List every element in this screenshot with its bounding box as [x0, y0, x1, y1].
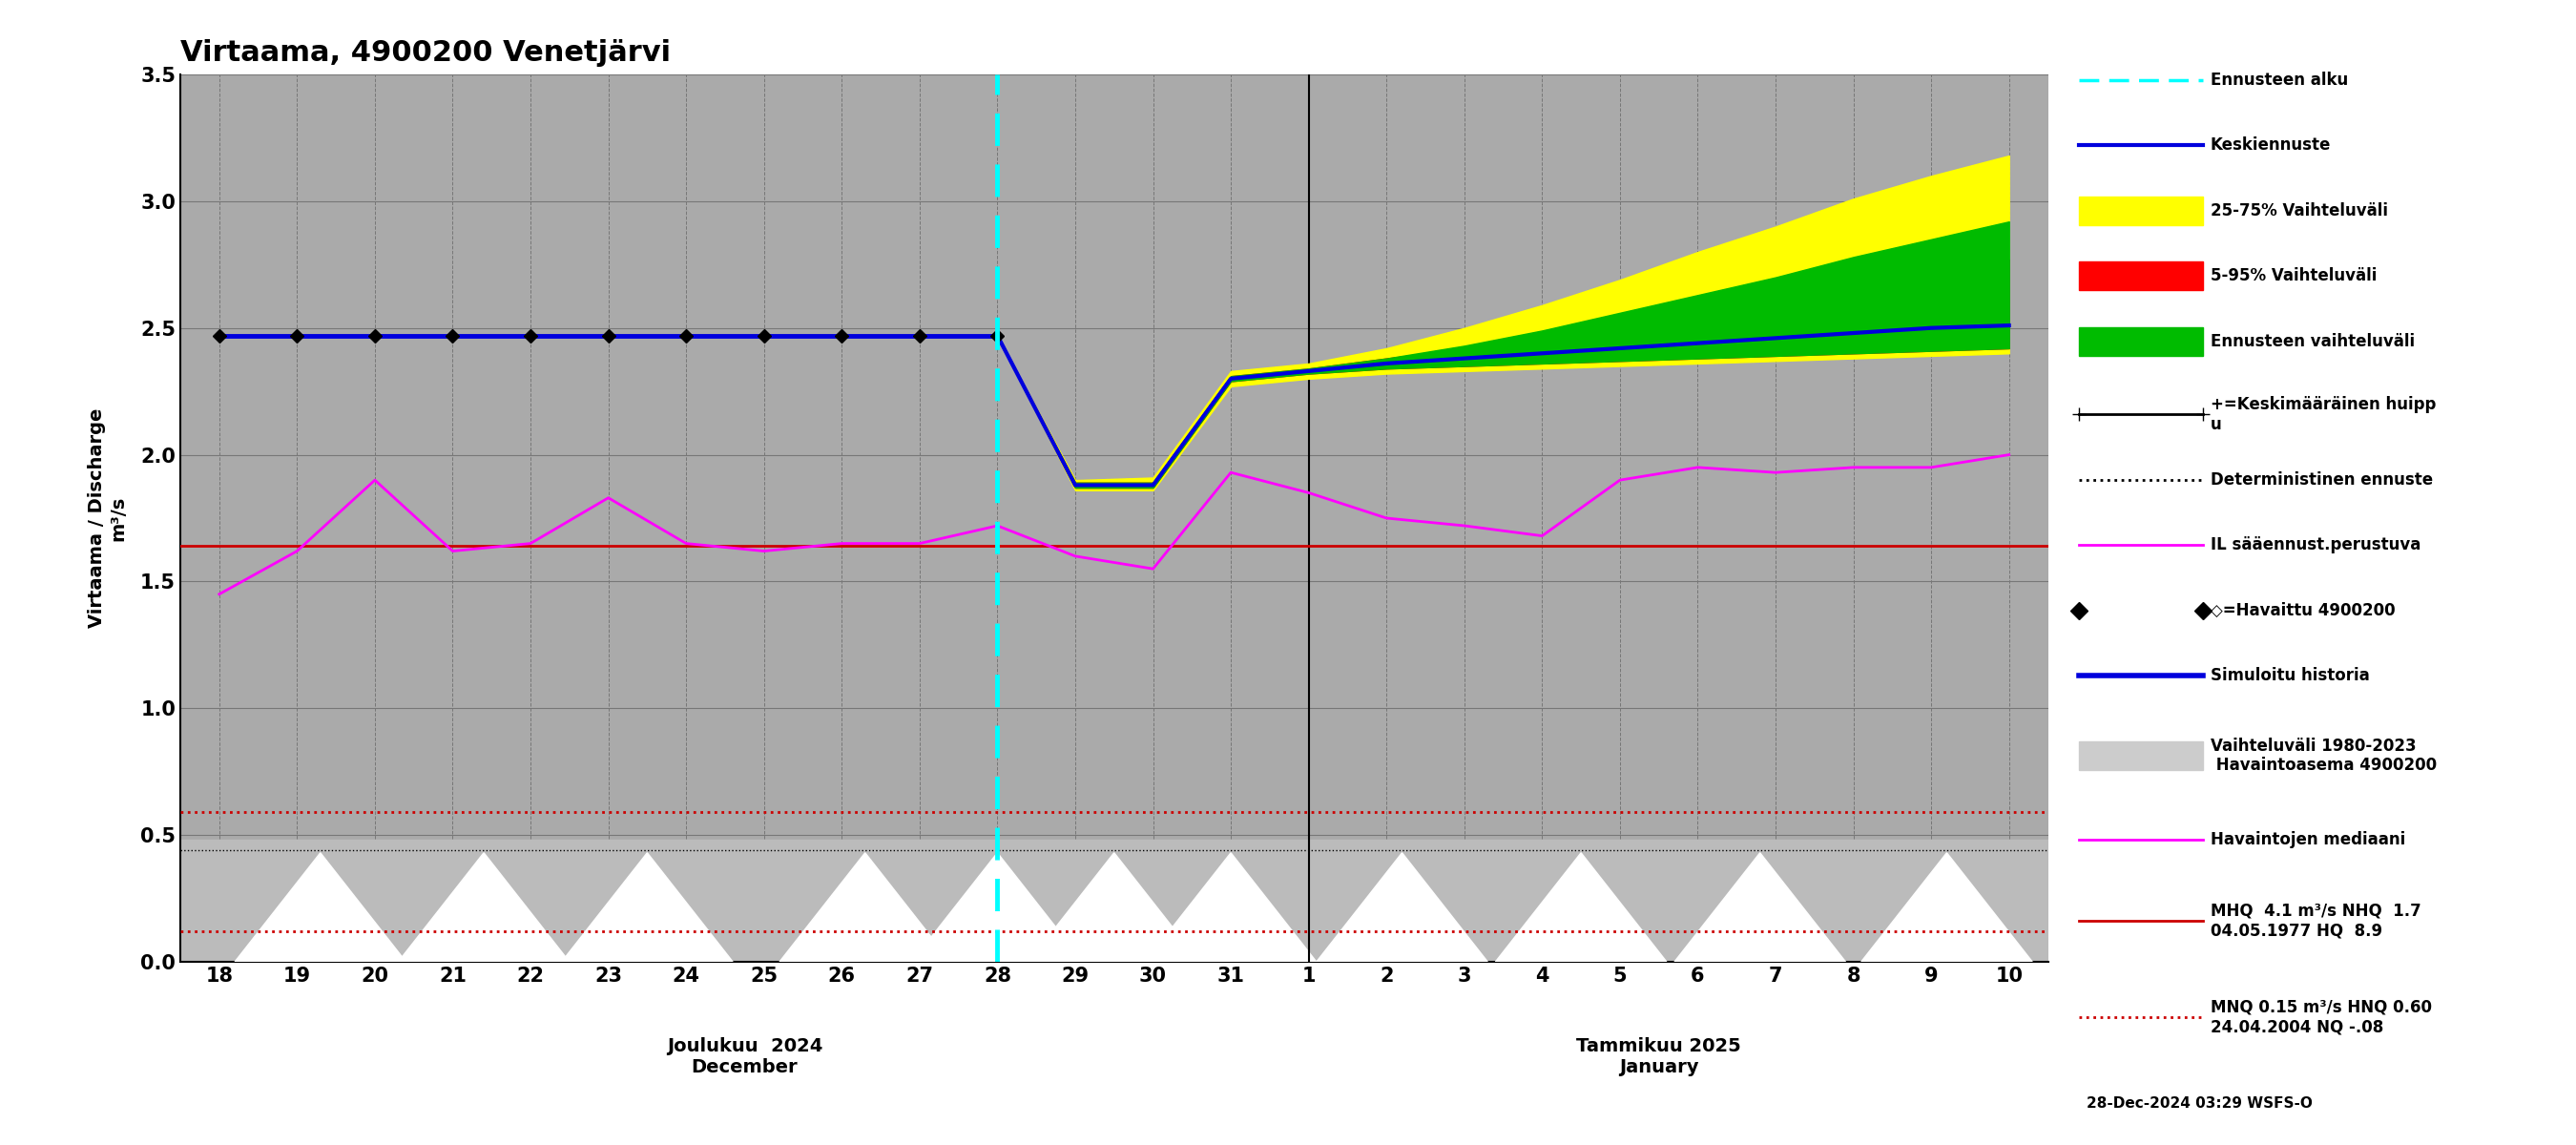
Text: 28-Dec-2024 03:29 WSFS-O: 28-Dec-2024 03:29 WSFS-O [2087, 1097, 2313, 1111]
Text: Keskiennuste: Keskiennuste [2210, 137, 2331, 155]
Text: Simuloitu historia: Simuloitu historia [2210, 666, 2370, 685]
Text: ◇=Havaittu 4900200: ◇=Havaittu 4900200 [2210, 602, 2396, 618]
Y-axis label: Virtaama / Discharge
m³/s: Virtaama / Discharge m³/s [88, 409, 126, 627]
Polygon shape [1146, 853, 1316, 962]
Text: Havaintojen mediaani: Havaintojen mediaani [2210, 831, 2406, 847]
Polygon shape [912, 853, 1082, 962]
Text: 5-95% Vaihteluväli: 5-95% Vaihteluväli [2210, 268, 2378, 284]
Text: Deterministinen ennuste: Deterministinen ennuste [2210, 472, 2432, 488]
Polygon shape [399, 853, 569, 962]
Polygon shape [1860, 853, 2032, 962]
Text: +=Keskimääräinen huipp
u: +=Keskimääräinen huipp u [2210, 396, 2437, 433]
Polygon shape [234, 853, 407, 962]
Text: 25-75% Vaihteluväli: 25-75% Vaihteluväli [2210, 202, 2388, 220]
Text: Tammikuu 2025
January: Tammikuu 2025 January [1577, 1037, 1741, 1076]
Text: Ennusteen alku: Ennusteen alku [2210, 71, 2347, 88]
Text: Virtaama, 4900200 Venetjärvi: Virtaama, 4900200 Venetjärvi [180, 39, 670, 66]
Bar [180, 840, 2048, 962]
Polygon shape [781, 853, 951, 962]
Polygon shape [1674, 853, 1844, 962]
Polygon shape [1316, 853, 1489, 962]
Text: Ennusteen vaihteluväli: Ennusteen vaihteluväli [2210, 332, 2414, 350]
Text: Vaihteluväli 1980-2023
 Havaintoasema 4900200: Vaihteluväli 1980-2023 Havaintoasema 490… [2210, 737, 2437, 774]
Text: MHQ  4.1 m³/s NHQ  1.7
04.05.1977 HQ  8.9: MHQ 4.1 m³/s NHQ 1.7 04.05.1977 HQ 8.9 [2210, 902, 2421, 939]
Polygon shape [1028, 853, 1200, 962]
Text: MNQ 0.15 m³/s HNQ 0.60
24.04.2004 NQ -.08: MNQ 0.15 m³/s HNQ 0.60 24.04.2004 NQ -.0… [2210, 998, 2432, 1035]
Polygon shape [1497, 853, 1667, 962]
Polygon shape [562, 853, 732, 962]
Text: Joulukuu  2024
December: Joulukuu 2024 December [667, 1037, 822, 1076]
Text: IL sääennust.perustuva: IL sääennust.perustuva [2210, 536, 2421, 553]
